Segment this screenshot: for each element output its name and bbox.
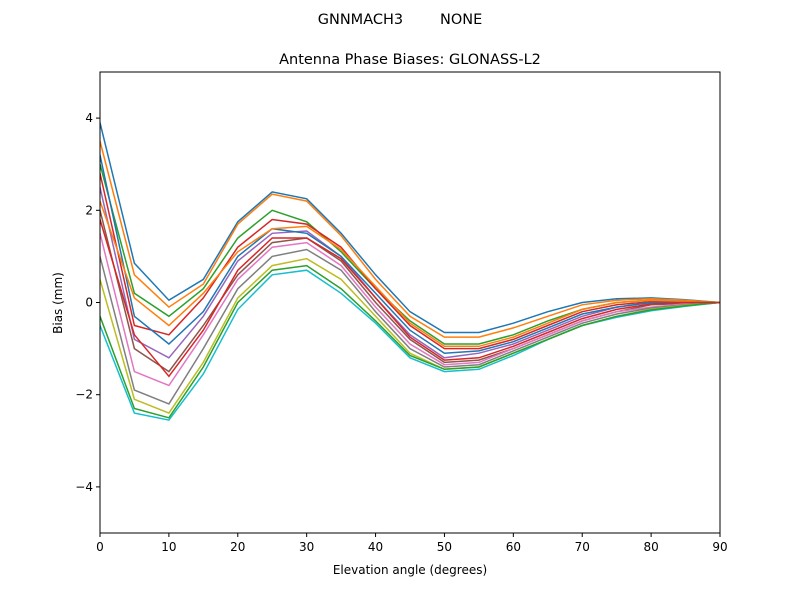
x-axis: 0 10 20 30 40 50 60 70 80 90 xyxy=(96,533,728,554)
x-tick-label: 70 xyxy=(575,540,590,554)
series-lines xyxy=(100,122,720,421)
series-line-14 xyxy=(100,219,720,378)
x-tick-label: 40 xyxy=(368,540,383,554)
y-tick-label: 4 xyxy=(85,111,93,125)
x-tick-label: 30 xyxy=(299,540,314,554)
x-tick-label: 60 xyxy=(506,540,521,554)
series-line-4 xyxy=(100,173,720,350)
y-axis-label: Bias (mm) xyxy=(51,272,65,334)
series-line-2 xyxy=(100,141,720,338)
y-tick-label: 2 xyxy=(85,203,93,217)
series-line-9 xyxy=(100,257,720,415)
series-line-12 xyxy=(100,200,720,348)
series-line-8 xyxy=(100,248,720,405)
x-tick-label: 90 xyxy=(712,540,727,554)
series-line-5 xyxy=(100,187,720,359)
y-tick-label: −2 xyxy=(75,388,93,402)
chart-suptitle: GNNMACH3 NONE xyxy=(318,12,483,28)
series-line-13 xyxy=(100,264,720,419)
x-axis-label: Elevation angle (degrees) xyxy=(333,563,487,577)
chart-title: Antenna Phase Biases: GLONASS-L2 xyxy=(279,52,541,68)
x-tick-label: 20 xyxy=(230,540,245,554)
x-tick-label: 10 xyxy=(161,540,176,554)
x-tick-label: 50 xyxy=(437,540,452,554)
y-axis: −4 −2 0 2 4 xyxy=(75,111,100,494)
series-line-7 xyxy=(100,233,720,387)
series-line-11 xyxy=(100,154,720,354)
series-line-1 xyxy=(100,122,720,334)
y-tick-label: −4 xyxy=(75,480,93,494)
x-tick-label: 80 xyxy=(643,540,658,554)
y-tick-label: 0 xyxy=(85,296,93,310)
x-tick-label: 0 xyxy=(96,540,104,554)
series-line-10 xyxy=(100,269,720,421)
